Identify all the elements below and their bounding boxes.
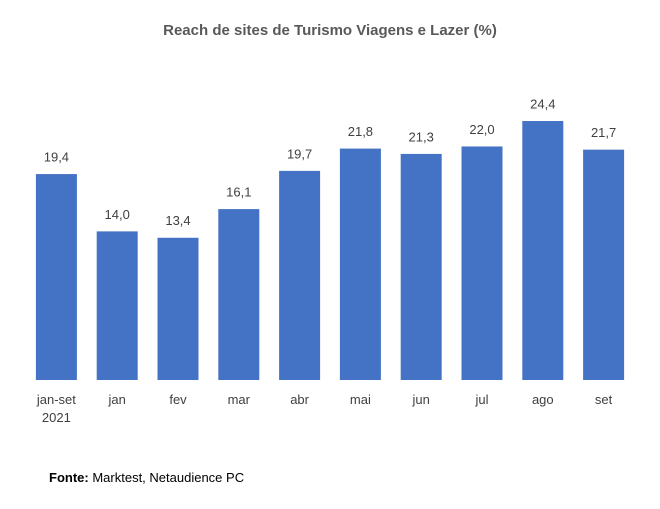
x-tick-label: jun (412, 392, 430, 407)
x-tick-label: fev (169, 392, 187, 407)
data-label: 21,7 (591, 125, 616, 140)
bar (35, 174, 77, 380)
x-tick-label: set (594, 392, 613, 407)
data-label: 16,1 (226, 185, 251, 200)
data-label: 19,7 (287, 146, 312, 161)
source-text: Marktest, Netaudience PC (92, 470, 245, 485)
x-tick-label: jul (475, 392, 489, 407)
bar (218, 209, 260, 380)
bar (279, 170, 321, 380)
bar (522, 121, 564, 380)
x-tick-label: jan-set 2021 (36, 392, 76, 425)
data-label: 21,8 (348, 124, 373, 139)
x-tick-label: mar (227, 392, 250, 407)
x-tick-label: abr (290, 392, 309, 407)
bar (96, 231, 138, 380)
source-label: Fonte: (49, 470, 89, 485)
bar (400, 153, 442, 380)
bar (339, 148, 381, 380)
x-tick-label: jan (108, 392, 126, 407)
source: Fonte: Marktest, Netaudience PC (49, 470, 244, 485)
bar (461, 146, 503, 380)
x-tick-label: mai (349, 392, 371, 407)
x-tick-label: ago (531, 392, 554, 407)
chart-title: Reach de sites de Turismo Viagens e Laze… (163, 22, 497, 39)
bar (157, 237, 199, 380)
data-label: 14,0 (105, 207, 130, 222)
data-label: 24,4 (530, 96, 555, 111)
bar (583, 149, 625, 380)
data-label: 21,3 (409, 129, 434, 144)
data-label: 13,4 (165, 213, 190, 228)
data-label: 22,0 (469, 122, 494, 137)
data-label: 19,4 (44, 150, 69, 165)
